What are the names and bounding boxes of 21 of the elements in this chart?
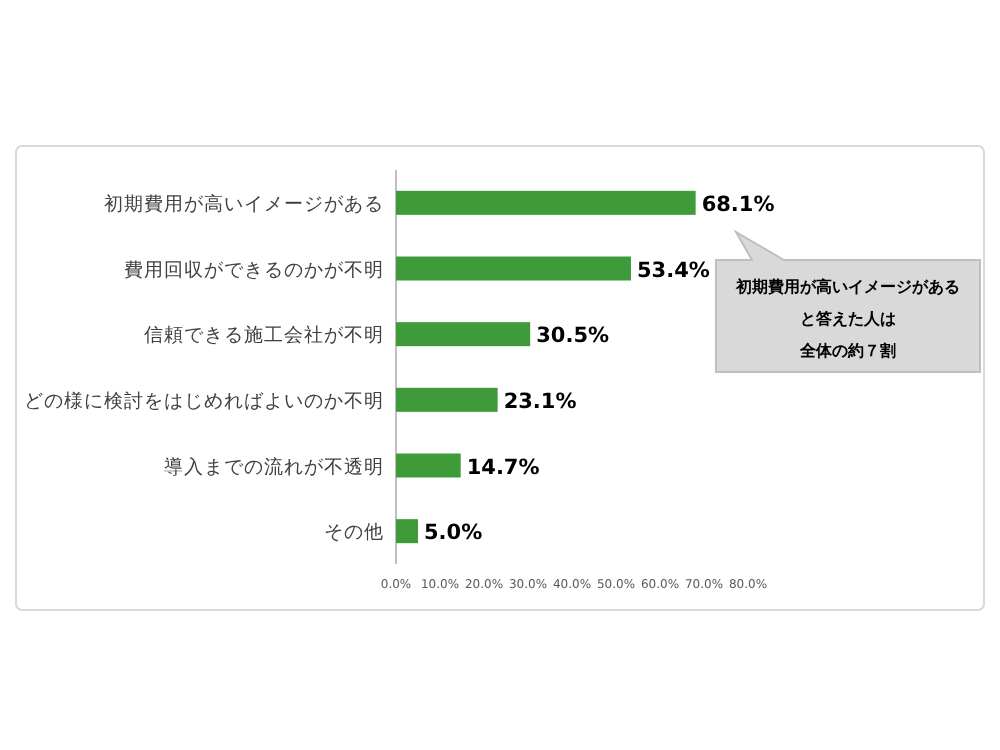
data-label: 30.5% [536,324,611,349]
bar [396,519,418,544]
text: と答えた人は [800,310,896,328]
y-tick-label: 導入までの流れが不透明 [164,454,384,479]
bar [396,387,498,412]
bar [396,256,631,281]
bar [396,453,461,478]
text: 全体の約７割 [798,342,896,360]
bar [396,322,531,347]
bar [396,190,696,215]
y-tick-label: その他 [324,520,384,545]
data-label: 68.1% [701,192,776,217]
y-tick-label: 費用回収ができるのかが不明 [124,257,384,282]
data-label: 23.1% [503,389,578,414]
y-tick-label: どの様に検討をはじめればよいのか不明 [24,388,384,413]
y-tick-label: 信頼できる施工会社が不明 [144,323,384,348]
y-tick-label: 初期費用が高いイメージがある [104,191,384,216]
data-label: 53.4% [636,258,711,283]
data-label: 14.7% [466,455,541,480]
data-label: 5.0% [424,521,484,546]
annotation: 初期費用が高いイメージがある [734,276,960,296]
